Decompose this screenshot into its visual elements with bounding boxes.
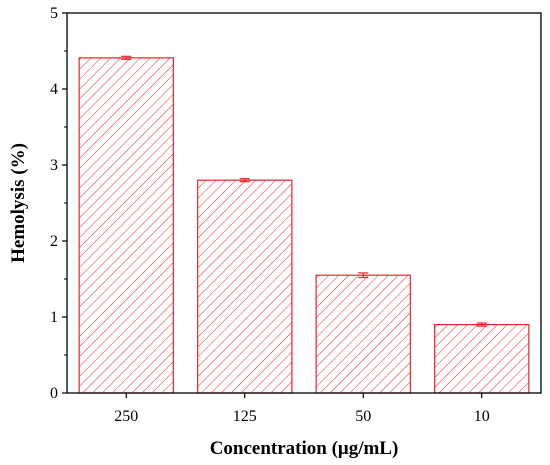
y-axis: 0 1 2 3 4 5 — [50, 5, 67, 402]
y-tick-label: 4 — [50, 81, 58, 98]
x-tick-label: 125 — [233, 408, 257, 425]
error-bar-250 — [121, 55, 132, 60]
error-bar-10 — [476, 322, 487, 327]
x-axis-title: Concentration (μg/mL) — [210, 438, 399, 459]
bar-50 — [315, 274, 411, 394]
bars-group — [78, 57, 530, 394]
x-tick-label: 10 — [474, 408, 490, 425]
error-bar-125 — [239, 178, 250, 183]
error-bar-50 — [358, 272, 369, 279]
y-tick-label: 5 — [50, 5, 58, 22]
x-axis: 250 125 50 10 — [114, 393, 490, 425]
y-tick-label: 3 — [50, 157, 58, 174]
x-tick-label: 50 — [355, 408, 371, 425]
bar-125 — [197, 179, 293, 394]
x-tick-label: 250 — [114, 408, 138, 425]
bar-10 — [434, 324, 530, 394]
y-axis-title: Hemolysis (%) — [8, 143, 29, 263]
bar-250 — [78, 57, 174, 394]
error-bars-group — [121, 55, 487, 327]
y-tick-label: 0 — [50, 385, 58, 402]
y-tick-label: 1 — [50, 309, 58, 326]
y-tick-label: 2 — [50, 233, 58, 250]
